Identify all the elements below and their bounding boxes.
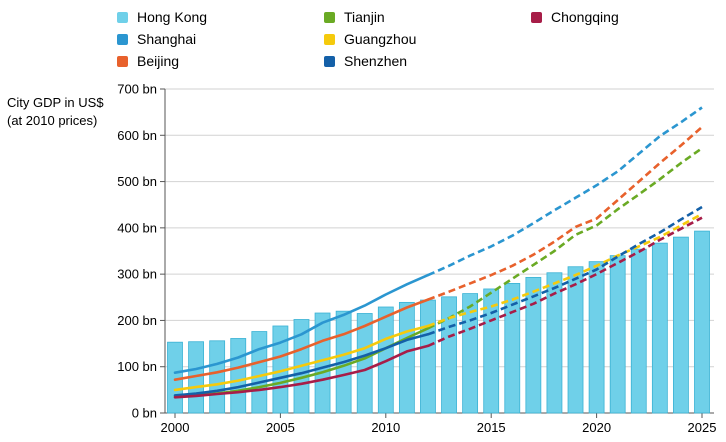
legend-item-chongqing: Chongqing <box>531 9 619 25</box>
legend-item-guangzhou: Guangzhou <box>324 31 416 47</box>
y-tick-label: 100 bn <box>117 359 157 374</box>
bar-hong-kong <box>209 340 226 414</box>
bar-hong-kong <box>504 282 521 414</box>
bar-hong-kong <box>651 242 668 414</box>
y-tick-label: 700 bn <box>117 82 157 97</box>
series-line-shanghai <box>173 273 430 374</box>
series-projection-shenzhen <box>427 205 703 336</box>
y-tick-label: 300 bn <box>117 267 157 282</box>
bar-hong-kong <box>567 266 584 414</box>
bar-hong-kong <box>251 331 268 414</box>
legend-label: Tianjin <box>344 9 385 25</box>
legend-item-beijing: Beijing <box>117 53 179 69</box>
legend-label: Guangzhou <box>344 31 417 47</box>
legend-item-hong-kong: Hong Kong <box>117 9 207 25</box>
bar-hong-kong <box>630 248 647 414</box>
series-projection-shanghai <box>427 106 703 277</box>
bar-hong-kong <box>356 313 373 414</box>
bar-hong-kong <box>441 296 457 414</box>
legend-item-shanghai: Shanghai <box>117 31 196 47</box>
legend-swatch-chongqing <box>531 11 542 23</box>
y-axis-title: City GDP in US$ (at 2010 prices) <box>7 94 104 130</box>
legend-swatch-tianjin <box>324 11 335 23</box>
legend-item-tianjin: Tianjin <box>324 9 385 25</box>
x-tick-label: 2005 <box>266 420 295 435</box>
y-tick-label: 0 bn <box>132 406 157 421</box>
legend-label: Shenzhen <box>344 53 408 69</box>
y-tick-label: 200 bn <box>117 313 157 328</box>
series-line-beijing <box>173 298 430 381</box>
legend-swatch-shanghai <box>117 33 128 45</box>
legend-label: Chongqing <box>551 9 619 25</box>
x-tick-label: 2020 <box>582 420 611 435</box>
y-tick-label: 400 bn <box>117 220 157 235</box>
x-tick-label: 2000 <box>161 420 190 435</box>
x-tick-label: 2010 <box>371 420 400 435</box>
bar-hong-kong <box>462 293 479 414</box>
series-projection-beijing <box>427 126 703 301</box>
y-axis-title-line2: (at 2010 prices) <box>7 113 98 128</box>
legend-swatch-guangzhou <box>324 33 335 45</box>
series-line-chongqing <box>173 344 430 399</box>
bar-hong-kong <box>546 272 563 414</box>
x-tick-label: 2015 <box>477 420 506 435</box>
legend-swatch-shenzhen <box>324 55 335 67</box>
series-projection-chongqing <box>427 216 703 348</box>
legend-item-shenzhen: Shenzhen <box>324 53 407 69</box>
bar-hong-kong <box>420 299 436 414</box>
bar-hong-kong <box>230 338 247 414</box>
bar-hong-kong <box>609 255 626 414</box>
y-tick-label: 500 bn <box>117 174 157 189</box>
legend-swatch-beijing <box>117 55 128 67</box>
legend-swatch-hong-kong <box>117 11 128 23</box>
series-line-shenzhen <box>173 333 430 397</box>
series-line-guangzhou <box>173 324 430 392</box>
series-projection-guangzhou <box>427 212 703 328</box>
y-tick-label: 600 bn <box>117 128 157 143</box>
y-axis-title-line1: City GDP in US$ <box>7 95 104 110</box>
bar-hong-kong <box>314 312 331 414</box>
bar-hong-kong <box>398 301 415 414</box>
bar-hong-kong <box>673 236 689 414</box>
legend-label: Shanghai <box>137 31 197 47</box>
legend-label: Beijing <box>137 53 180 69</box>
x-tick-label: 2025 <box>688 420 717 435</box>
bar-hong-kong <box>525 276 542 414</box>
legend-label: Hong Kong <box>137 9 208 25</box>
bar-hong-kong <box>588 261 605 414</box>
bar-hong-kong <box>694 230 710 414</box>
